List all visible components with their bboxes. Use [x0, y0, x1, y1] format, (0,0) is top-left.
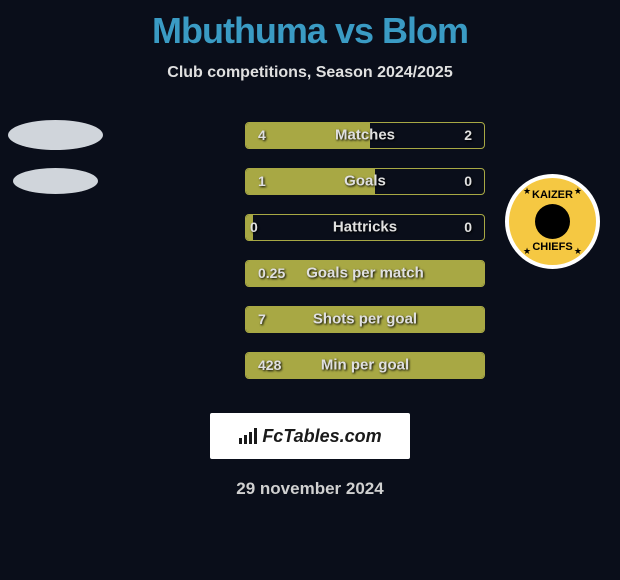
logo-text-bottom: CHIEFS — [532, 242, 572, 253]
bar-matches: 4 2 Matches — [245, 122, 485, 149]
star-icon: ★ — [523, 186, 531, 197]
comparison-subtitle: Club competitions, Season 2024/2025 — [0, 64, 620, 82]
bar-label: Hattricks — [333, 219, 397, 236]
stat-row-shots-per-goal: 7 Shots per goal — [0, 296, 620, 342]
branding-text: FcTables.com — [262, 426, 381, 447]
bar-min-per-goal: 428 Min per goal — [245, 352, 485, 379]
empty-side — [0, 296, 110, 342]
stats-chart: 4 2 Matches 1 0 Goals 0 0 Hattricks 0.25… — [0, 112, 620, 388]
team-right-logo: ★ ★ KAIZER CHIEFS ★ ★ — [505, 174, 600, 269]
team-left-oval-1 — [8, 120, 103, 150]
bar-label: Goals per match — [306, 265, 424, 282]
stat-row-matches: 4 2 Matches — [0, 112, 620, 158]
bar-goals-per-match: 0.25 Goals per match — [245, 260, 485, 287]
team-left-avatar-slot — [0, 112, 110, 158]
bar-right-value: 2 — [464, 127, 472, 143]
logo-center-circle — [535, 204, 570, 239]
branding-chart-icon — [238, 427, 258, 445]
bar-right-value: 0 — [464, 219, 472, 235]
empty-side — [0, 342, 110, 388]
bar-label: Min per goal — [321, 357, 409, 374]
bar-left-value: 7 — [258, 311, 266, 327]
logo-text-top: KAIZER — [532, 190, 573, 201]
bar-label: Matches — [335, 127, 395, 144]
bar-left-value: 0.25 — [258, 265, 285, 281]
bar-left-value: 4 — [258, 127, 266, 143]
star-icon: ★ — [574, 246, 582, 257]
empty-side — [0, 204, 110, 250]
bar-goals: 1 0 Goals — [245, 168, 485, 195]
empty-side — [0, 250, 110, 296]
stat-row-min-per-goal: 428 Min per goal — [0, 342, 620, 388]
branding-box: FcTables.com — [210, 413, 410, 459]
comparison-title: Mbuthuma vs Blom — [0, 0, 620, 52]
bar-label: Goals — [344, 173, 386, 190]
bar-hattricks: 0 0 Hattricks — [245, 214, 485, 241]
team-left-oval-2 — [13, 168, 98, 194]
bar-shots-per-goal: 7 Shots per goal — [245, 306, 485, 333]
star-icon: ★ — [574, 186, 582, 197]
bar-left-value: 1 — [258, 173, 266, 189]
team-left-avatar-slot — [0, 158, 110, 204]
comparison-date: 29 november 2024 — [0, 479, 620, 499]
star-icon: ★ — [523, 246, 531, 257]
bar-right-value: 0 — [464, 173, 472, 189]
bar-label: Shots per goal — [313, 311, 417, 328]
bar-left-value: 428 — [258, 357, 281, 373]
